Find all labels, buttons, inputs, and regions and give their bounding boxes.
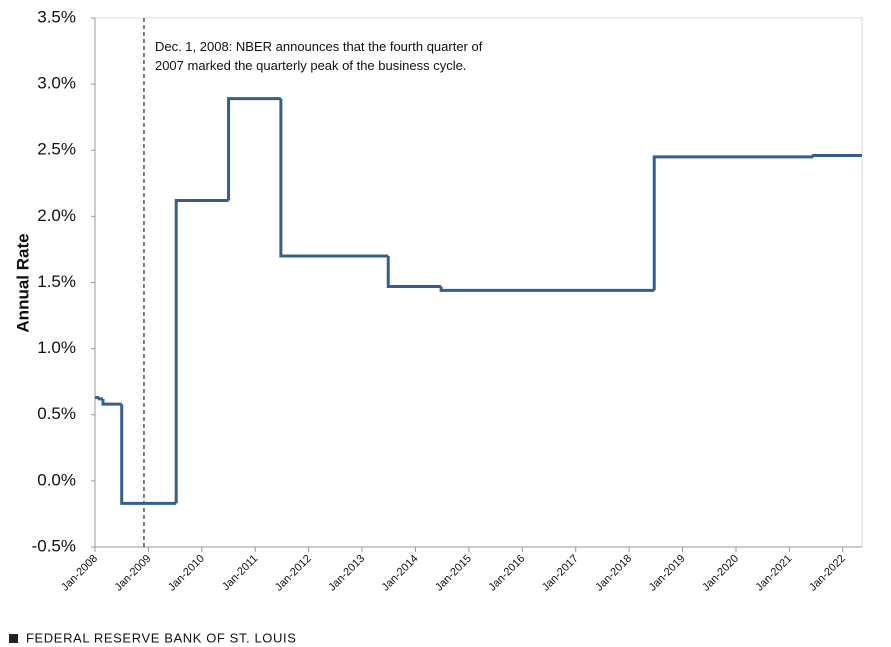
source: FEDERAL RESERVE BANK OF ST. LOUIS (26, 630, 296, 645)
y-tick-label: 2.5% (37, 140, 76, 159)
annotation-text: 2007 marked the quarterly peak of the bu… (155, 58, 466, 73)
y-tick-label: 2.0% (37, 206, 76, 225)
plot-frame (94, 17, 863, 548)
source-icon (9, 634, 18, 643)
x-tick-label: Jan-2017 (540, 553, 581, 594)
x-tick-label: Jan-2011 (220, 553, 260, 593)
y-tick-label: -0.5% (32, 536, 76, 555)
x-tick-label: Jan-2018 (593, 553, 634, 594)
x-tick-label: Jan-2019 (647, 553, 688, 594)
y-tick-label: 1.0% (37, 338, 76, 357)
y-tick-label: 0.0% (37, 470, 76, 489)
step-segment (174, 199, 229, 504)
x-tick-label: Jan-2013 (326, 553, 367, 594)
step-segment (101, 398, 122, 406)
x-tick-label: Jan-2008 (59, 553, 100, 594)
annotation-text: Dec. 1, 2008: NBER announces that the fo… (155, 39, 483, 54)
step-segment (439, 286, 655, 292)
y-axis-label: Annual Rate (13, 233, 32, 332)
x-tick-label: Jan-2009 (113, 553, 154, 594)
y-tick-label: 0.5% (37, 404, 76, 423)
x-tick-label: Jan-2022 (807, 553, 848, 594)
step-segment (227, 97, 281, 201)
x-tick-label: Jan-2010 (166, 553, 207, 594)
step-segment (811, 154, 862, 158)
y-tick-label: 3.5% (37, 7, 76, 26)
step-segment (97, 397, 104, 401)
y-tick-label: 1.5% (37, 272, 76, 291)
step-segment (386, 256, 442, 288)
step-segment (652, 155, 814, 291)
x-tick-label: Jan-2021 (754, 553, 795, 594)
step-segment (279, 98, 389, 258)
x-tick-label: Jan-2016 (486, 553, 527, 594)
x-tick-label: Jan-2014 (380, 553, 421, 594)
y-tick-label: 3.0% (37, 74, 76, 93)
x-tick-label: Jan-2015 (433, 553, 474, 594)
step-segment (120, 404, 177, 505)
x-tick-label: Jan-2012 (273, 553, 314, 594)
x-tick-label: Jan-2020 (700, 553, 741, 594)
